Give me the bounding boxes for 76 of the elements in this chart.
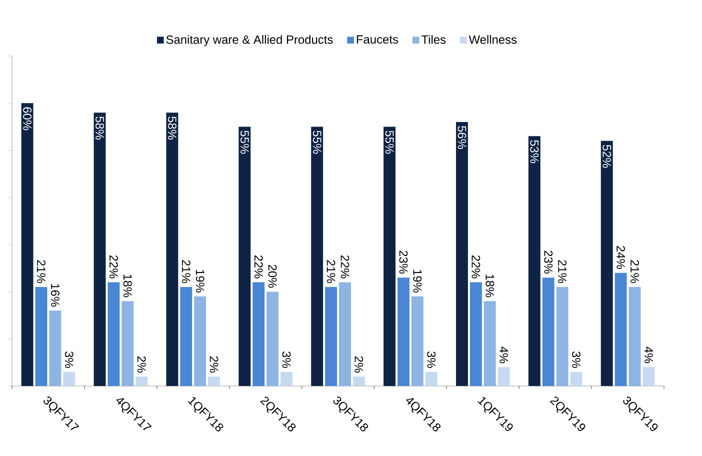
data-label: 22% xyxy=(340,255,350,278)
bar xyxy=(339,282,351,386)
bar xyxy=(325,287,338,386)
data-label: 21% xyxy=(326,260,336,284)
bar xyxy=(180,287,192,386)
data-label: 55% xyxy=(312,130,322,154)
data-label: 21% xyxy=(630,260,639,284)
data-label: 16% xyxy=(50,284,60,307)
data-label: 55% xyxy=(240,130,249,154)
bar xyxy=(194,296,206,386)
data-label: 55% xyxy=(385,130,394,154)
bar xyxy=(21,103,34,386)
bar xyxy=(456,122,468,386)
data-label: 23% xyxy=(399,250,408,274)
data-label: 2% xyxy=(354,356,364,373)
data-label: 3% xyxy=(64,352,74,368)
data-label: 56% xyxy=(458,126,466,150)
bar xyxy=(166,112,178,386)
data-label: 18% xyxy=(486,274,494,298)
data-label: 23% xyxy=(544,250,553,274)
bar xyxy=(397,278,410,386)
bar xyxy=(35,287,48,386)
data-label: 2% xyxy=(137,356,146,373)
bar xyxy=(266,292,279,386)
data-label: 18% xyxy=(123,274,132,298)
data-label: 58% xyxy=(168,116,176,140)
bar xyxy=(94,112,106,386)
bar xyxy=(542,278,554,386)
bar xyxy=(484,301,496,386)
bar xyxy=(384,126,396,386)
data-label: 21% xyxy=(558,260,567,284)
data-label: 21% xyxy=(182,260,190,284)
data-label: 19% xyxy=(196,270,204,292)
bar xyxy=(570,372,582,386)
legend-label: Sanitary ware & Allied Products xyxy=(166,35,333,46)
bar xyxy=(238,126,251,386)
bar xyxy=(49,310,62,386)
data-label: 22% xyxy=(109,255,118,278)
bar xyxy=(470,282,482,386)
data-label: 53% xyxy=(530,140,539,164)
bar xyxy=(280,372,292,386)
data-label: 22% xyxy=(254,255,263,278)
bar xyxy=(425,372,438,386)
data-label: 4% xyxy=(500,346,508,364)
data-label: 4% xyxy=(644,346,653,364)
data-label: 3% xyxy=(282,352,291,368)
bar xyxy=(498,367,510,386)
bar xyxy=(108,282,120,386)
data-label: 21% xyxy=(37,260,46,284)
bar xyxy=(311,126,324,386)
data-label: 60% xyxy=(23,107,32,130)
bar xyxy=(252,282,265,386)
bar xyxy=(528,136,540,386)
legend-label: Tiles xyxy=(421,35,446,44)
legend-label: Wellness xyxy=(468,35,517,44)
bar xyxy=(556,287,568,386)
bar xyxy=(122,301,134,386)
bar xyxy=(628,287,641,386)
bar xyxy=(411,296,424,386)
bar xyxy=(614,272,627,386)
data-label: 2% xyxy=(210,356,218,373)
bar xyxy=(63,372,76,386)
bar xyxy=(136,376,148,386)
data-label: 24% xyxy=(616,246,626,269)
bar xyxy=(208,376,220,386)
data-label: 3% xyxy=(427,352,436,368)
data-label: 3% xyxy=(572,352,580,368)
data-label: 22% xyxy=(472,255,480,278)
bar xyxy=(642,367,655,386)
data-label: 20% xyxy=(268,264,277,288)
data-label: 19% xyxy=(413,270,422,292)
legend-label: Faucets xyxy=(356,35,398,44)
data-label: 52% xyxy=(602,144,612,168)
bar xyxy=(600,140,613,386)
bar xyxy=(352,376,365,386)
data-label: 58% xyxy=(96,116,104,140)
